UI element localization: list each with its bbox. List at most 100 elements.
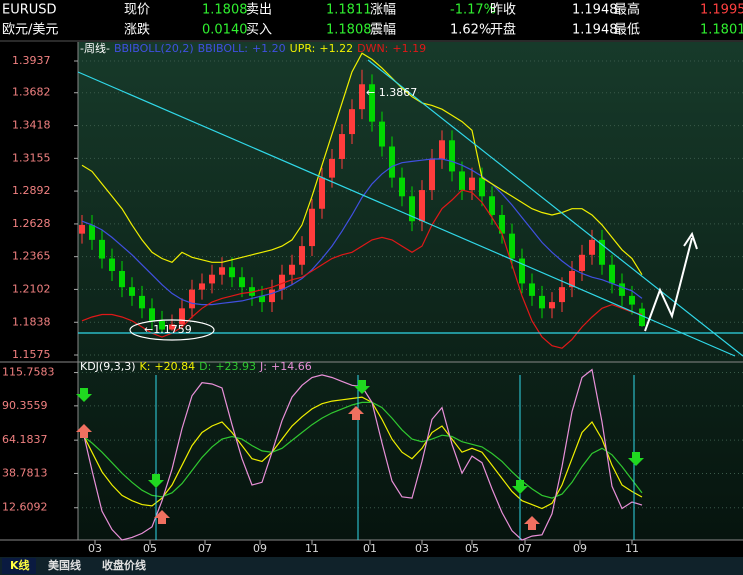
low-marker xyxy=(129,319,215,341)
legend-name: D: xyxy=(199,360,211,373)
legend-value: +23.93 xyxy=(215,360,256,373)
candle-body xyxy=(219,267,225,275)
tab[interactable]: 收盘价线 xyxy=(102,558,146,572)
candle-body xyxy=(459,171,465,191)
y-tick-label: 1.2365 xyxy=(12,250,51,263)
candle-body xyxy=(359,84,365,110)
sell-arrow xyxy=(76,388,92,402)
buy-arrow xyxy=(154,510,170,524)
y-tick-label: 12.6092 xyxy=(2,501,48,514)
y-tick-label: 1.1575 xyxy=(12,348,51,361)
candle-body xyxy=(449,140,455,172)
candle-body xyxy=(339,134,345,159)
header-cell: 欧元/美元 xyxy=(2,23,58,38)
header-cell: 买入 xyxy=(246,23,272,38)
candle-body xyxy=(299,246,305,265)
series-line xyxy=(81,401,643,499)
candle-body xyxy=(389,146,395,178)
candle-body xyxy=(419,190,425,222)
candle-body xyxy=(289,264,295,275)
candle-body xyxy=(469,177,475,191)
candle-body xyxy=(189,289,195,309)
trend-line xyxy=(367,59,743,357)
y-tick-label: 1.2628 xyxy=(12,217,51,230)
header-cell: 1.1995 xyxy=(700,3,743,18)
x-tick-label: 09 xyxy=(573,542,587,555)
candle-body xyxy=(569,270,575,288)
annotation: ← 1.3867 xyxy=(366,86,417,99)
tab-bar xyxy=(0,557,743,575)
legend-value: +1.20 xyxy=(252,42,286,55)
active-tab[interactable] xyxy=(2,558,36,574)
y-tick-label: 1.1838 xyxy=(12,315,51,328)
x-tick-label: 01 xyxy=(363,542,377,555)
candle-body xyxy=(159,320,165,330)
candle-body xyxy=(489,196,495,215)
candle-body xyxy=(369,84,375,122)
candle-body xyxy=(229,267,235,278)
y-tick-label: 1.2102 xyxy=(12,282,51,295)
header-cell: 最高 xyxy=(614,2,640,18)
series-line xyxy=(81,189,643,349)
candle-body xyxy=(349,109,355,135)
x-tick-label: 11 xyxy=(625,542,639,555)
x-tick-label: 05 xyxy=(143,542,157,555)
candle-body xyxy=(599,239,605,265)
y-tick-label: 64.1837 xyxy=(2,433,48,446)
candle-body xyxy=(179,308,185,325)
x-tick-label: 03 xyxy=(415,542,429,555)
legend-value: +14.66 xyxy=(271,360,312,373)
y-tick-label: 1.3155 xyxy=(12,151,51,164)
sell-arrow xyxy=(512,480,528,494)
header-cell: 1.1808 xyxy=(202,3,248,18)
x-tick-label: 05 xyxy=(465,542,479,555)
y-tick-label: 38.7813 xyxy=(2,466,48,479)
x-tick-label: 09 xyxy=(253,542,267,555)
header-cell: EURUSD xyxy=(2,3,57,18)
legend-name: K: xyxy=(140,360,151,373)
candle-body xyxy=(109,258,115,271)
candle-body xyxy=(409,196,415,222)
candle-body xyxy=(609,264,615,284)
candle-body xyxy=(629,295,635,305)
buy-arrows xyxy=(76,406,540,530)
legend-indicator: BBIBOLL(20,2) xyxy=(114,42,194,55)
candle-body xyxy=(119,270,125,288)
candle-body xyxy=(129,287,135,296)
header-cell: 1.1948 xyxy=(572,3,618,18)
y-tick-label: 1.3682 xyxy=(12,86,51,99)
header-cell: 卖出 xyxy=(246,3,272,18)
tab[interactable]: 美国线 xyxy=(48,558,81,572)
candle-body xyxy=(579,254,585,271)
candle-body xyxy=(589,239,595,255)
arrow-head xyxy=(683,231,698,250)
header-cell: 震幅 xyxy=(370,23,396,38)
candle-body xyxy=(619,283,625,296)
x-tick-label: 07 xyxy=(198,542,212,555)
legend-name: UPR: xyxy=(290,42,316,55)
x-tick-label: 03 xyxy=(88,542,102,555)
sell-arrows xyxy=(76,380,644,494)
header-cell: 涨跌 xyxy=(124,22,150,38)
header-cell: 昨收 xyxy=(490,3,516,18)
legend-value: +20.84 xyxy=(154,360,195,373)
candle-body xyxy=(379,121,385,147)
series-line xyxy=(81,52,643,276)
legend-period: -周线- xyxy=(80,41,110,55)
candle-body xyxy=(329,158,335,178)
candle-body xyxy=(199,283,205,290)
candle-body xyxy=(539,295,545,309)
candle-body xyxy=(499,214,505,234)
header-cell: 1.1948 xyxy=(572,23,618,38)
annotation: ←1.1759 xyxy=(144,323,192,336)
series-line xyxy=(81,158,643,306)
legend-value: +1.22 xyxy=(319,42,353,55)
candle-body xyxy=(429,158,435,191)
tab[interactable]: K线 xyxy=(10,558,30,572)
header-cell: 开盘 xyxy=(490,22,516,38)
candle-body xyxy=(259,295,265,303)
buy-arrow xyxy=(348,406,364,420)
header-cell: 1.1808 xyxy=(326,23,372,38)
